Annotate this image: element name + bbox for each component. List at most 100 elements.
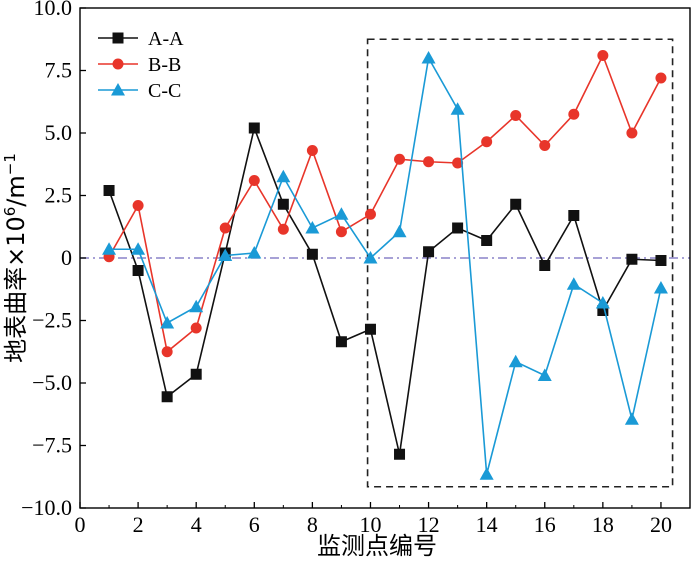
data-point-C-C-5 xyxy=(218,248,233,261)
data-point-B-B-7 xyxy=(277,223,289,235)
axes: 0 2 4 6 8 10 12 14 16 18 20 −10.0 −7.5 −5.0 −2.5 0 2.5 5.… xyxy=(21,0,691,537)
data-point-A-A-2 xyxy=(132,265,144,276)
legend: A-A B-B C-C xyxy=(98,28,184,102)
legend-label: B-B xyxy=(148,54,181,76)
data-point-A-A-14 xyxy=(481,235,493,246)
data-point-C-C-6 xyxy=(247,246,262,259)
x-tick-label: 18 xyxy=(592,512,614,537)
legend-item-C-C: C-C xyxy=(98,80,181,102)
y-axis-title-unit: /m xyxy=(2,175,30,206)
y-axis-title-unit-exp: −1 xyxy=(1,153,19,175)
x-tick-label: 20 xyxy=(650,512,672,537)
y-tick-label: 5.0 xyxy=(45,120,73,145)
data-point-C-C-19 xyxy=(624,412,639,425)
data-point-A-A-9 xyxy=(335,336,347,348)
data-point-B-B-16 xyxy=(539,140,551,151)
data-point-A-A-20 xyxy=(655,255,667,266)
data-point-A-A-6 xyxy=(248,122,260,134)
series-line-C-C xyxy=(109,55,662,475)
x-tick-label: 4 xyxy=(191,512,202,537)
y-tick-label: −10.0 xyxy=(21,495,72,520)
legend-label: A-A xyxy=(148,28,184,50)
legend-marker xyxy=(112,32,124,44)
data-point-B-B-12 xyxy=(423,156,435,168)
y-tick-label: −7.5 xyxy=(32,433,72,458)
y-tick-label: 10.0 xyxy=(34,0,73,20)
data-point-A-A-13 xyxy=(452,222,464,234)
series-line-A-A xyxy=(108,125,661,455)
legend-item-B-B: B-B xyxy=(98,54,181,76)
data-point-C-C-4 xyxy=(189,299,204,313)
data-point-B-B-11 xyxy=(394,153,406,165)
data-point-B-B-18 xyxy=(597,50,609,61)
data-point-B-B-19 xyxy=(626,127,638,139)
data-point-C-C-12 xyxy=(421,51,436,64)
x-tick-label: 16 xyxy=(534,512,556,537)
data-point-A-A-10 xyxy=(364,323,376,335)
data-point-A-A-8 xyxy=(306,248,318,260)
y-tick-label: 2.5 xyxy=(45,183,73,208)
y-axis-title: 地表曲率×106/m−1 xyxy=(1,153,30,363)
x-tick-label: 2 xyxy=(133,512,144,537)
data-point-A-A-18 xyxy=(597,305,609,316)
data-point-C-C-9 xyxy=(334,207,349,220)
data-point-A-A-11 xyxy=(394,448,406,460)
data-point-A-A-4 xyxy=(190,368,202,380)
plot-area xyxy=(80,38,690,488)
legend-marker xyxy=(111,83,125,96)
data-point-C-C-1 xyxy=(102,242,117,255)
data-point-B-B-10 xyxy=(364,208,376,220)
data-point-C-C-14 xyxy=(479,467,494,480)
series-C-C xyxy=(102,51,668,480)
highlight-box xyxy=(366,38,674,488)
data-point-A-A-1 xyxy=(103,185,115,196)
x-tick-label: 10 xyxy=(359,512,381,537)
data-point-C-C-8 xyxy=(305,221,320,234)
data-point-A-A-12 xyxy=(423,246,435,258)
legend-label: C-C xyxy=(148,80,181,102)
x-tick-label: 6 xyxy=(249,512,260,537)
data-point-B-B-3 xyxy=(161,346,173,358)
data-point-B-B-9 xyxy=(335,226,347,238)
x-tick-label: 14 xyxy=(476,512,498,537)
data-point-B-B-6 xyxy=(248,175,260,186)
data-point-A-A-16 xyxy=(539,260,551,271)
x-tick-label: 0 xyxy=(75,512,86,537)
data-point-C-C-11 xyxy=(392,224,407,238)
data-point-C-C-13 xyxy=(450,102,465,115)
data-point-B-B-4 xyxy=(190,322,202,334)
y-axis-title-exp: 6 xyxy=(1,207,19,217)
series-A-A xyxy=(103,122,667,460)
data-point-C-C-15 xyxy=(508,354,523,368)
legend-item-A-A: A-A xyxy=(98,28,184,50)
y-tick-label: −5.0 xyxy=(32,370,72,395)
data-point-C-C-10 xyxy=(363,251,378,264)
data-point-C-C-17 xyxy=(566,277,581,290)
data-point-A-A-7 xyxy=(277,198,289,210)
x-axis-title: 监测点编号 xyxy=(317,532,437,560)
y-tick-label: −2.5 xyxy=(32,308,72,333)
legend-marker xyxy=(112,58,124,70)
x-tick-label: 8 xyxy=(307,512,318,537)
data-point-A-A-17 xyxy=(568,210,580,221)
data-point-C-C-7 xyxy=(276,169,291,183)
data-point-B-B-17 xyxy=(568,108,580,120)
y-tick-label: 7.5 xyxy=(45,58,73,83)
data-point-B-B-15 xyxy=(510,110,522,121)
y-tick-label: 0 xyxy=(61,245,72,270)
data-point-A-A-15 xyxy=(510,198,522,210)
data-point-C-C-20 xyxy=(653,281,668,294)
data-point-B-B-5 xyxy=(219,222,231,234)
series-line-B-B xyxy=(108,53,662,354)
data-point-B-B-20 xyxy=(655,72,667,84)
data-point-B-B-2 xyxy=(132,200,144,211)
y-axis-title-prefix: 地表曲率×10 xyxy=(2,216,30,363)
data-point-B-B-14 xyxy=(481,136,493,148)
data-point-C-C-2 xyxy=(131,242,146,255)
data-point-A-A-3 xyxy=(161,391,173,403)
data-point-C-C-3 xyxy=(160,316,175,329)
data-point-B-B-8 xyxy=(306,145,318,156)
x-tick-label: 12 xyxy=(418,512,440,537)
data-point-C-C-18 xyxy=(595,296,610,309)
